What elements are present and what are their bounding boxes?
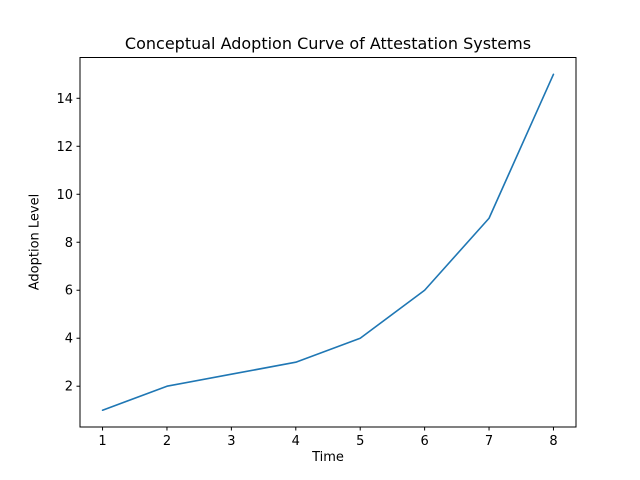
y-axis-label: Adoption Level xyxy=(27,193,43,291)
x-tick-label: 1 xyxy=(98,434,106,449)
x-axis-label: Time xyxy=(312,450,344,465)
y-tick-label: 10 xyxy=(56,188,73,203)
data-line xyxy=(101,73,555,412)
x-tick-label: 7 xyxy=(485,434,493,449)
y-tick-label: 6 xyxy=(65,284,73,299)
x-tick-label: 4 xyxy=(292,434,300,449)
y-tick-label: 2 xyxy=(65,380,73,395)
y-tick-label: 14 xyxy=(56,92,73,107)
x-tick-label: 2 xyxy=(163,434,171,449)
y-tick-label: 4 xyxy=(65,332,73,347)
chart-title: Conceptual Adoption Curve of Attestation… xyxy=(124,34,532,53)
x-tick-label: 6 xyxy=(420,434,428,449)
x-tick-label: 5 xyxy=(356,434,364,449)
axes-frame xyxy=(79,57,577,428)
x-tick-label: 8 xyxy=(549,434,557,449)
y-tick-label: 8 xyxy=(65,236,73,251)
x-tick-label: 3 xyxy=(227,434,235,449)
y-tick-label: 12 xyxy=(56,140,73,155)
